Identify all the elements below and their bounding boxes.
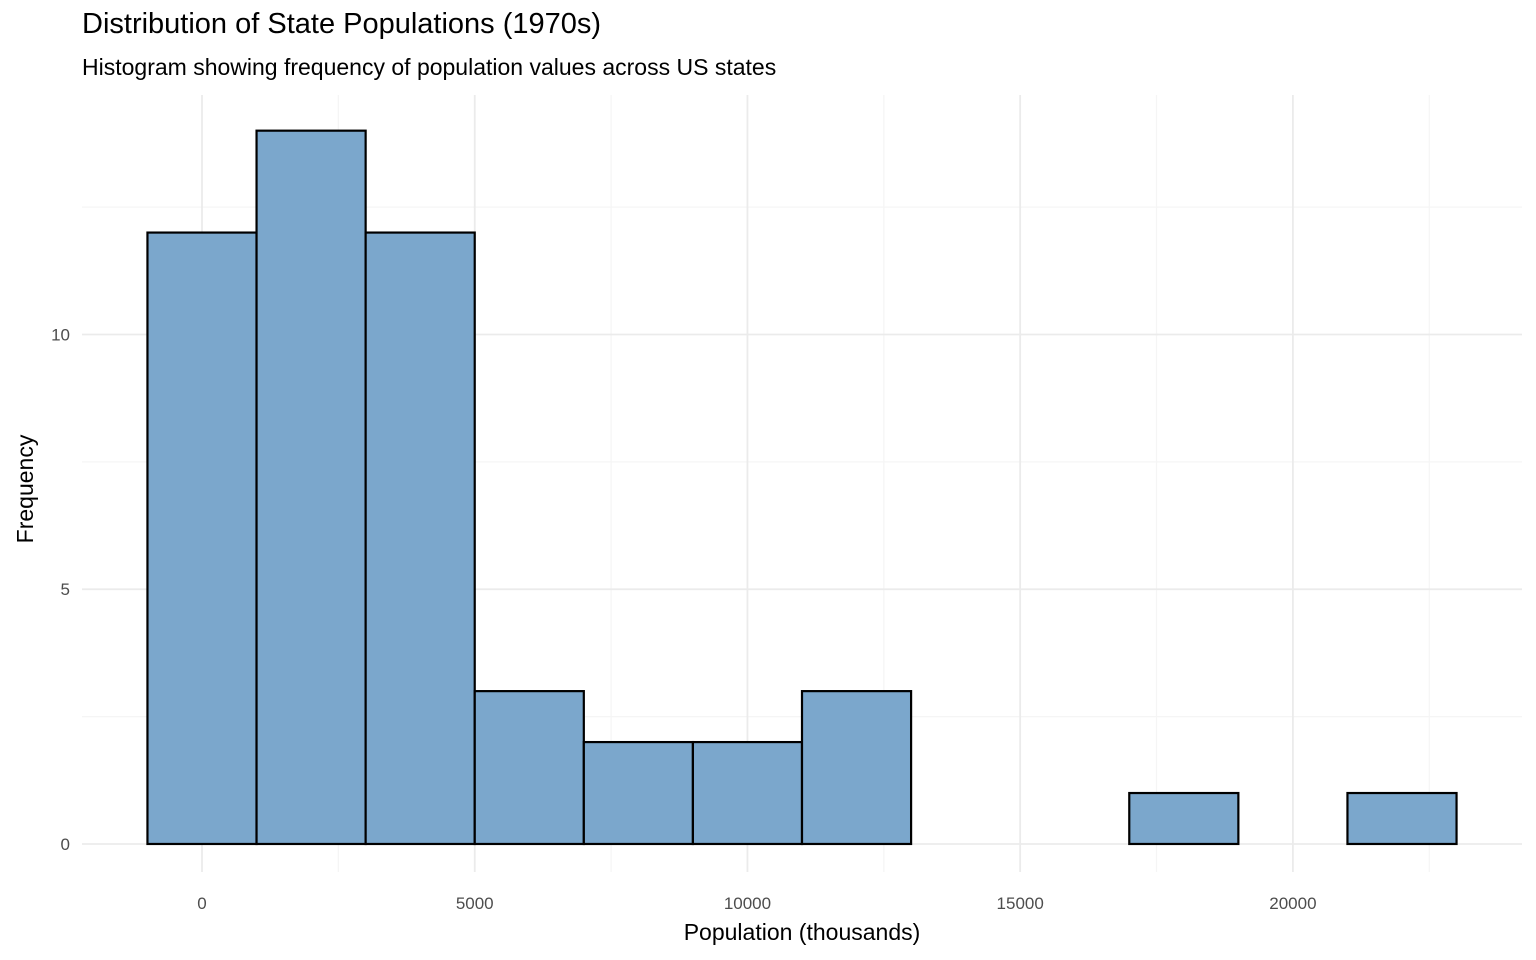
histogram-bar (800, 690, 913, 846)
x-tick-label: 5000 (456, 894, 494, 913)
x-tick-label: 20000 (1269, 894, 1316, 913)
histogram-bar (364, 231, 476, 846)
y-tick-label: 5 (61, 580, 70, 599)
chart-subtitle: Histogram showing frequency of populatio… (82, 54, 777, 80)
x-tick-label: 15000 (997, 894, 1044, 913)
histogram-bar (1346, 791, 1458, 846)
chart-title: Distribution of State Populations (1970s… (82, 8, 602, 40)
histogram-bar (255, 129, 367, 846)
x-axis-title: Population (thousands) (684, 919, 921, 945)
histogram-bar (1128, 791, 1240, 846)
y-axis-title: Frequency (12, 434, 38, 543)
histogram-bar (691, 740, 804, 846)
x-tick-label: 10000 (724, 894, 771, 913)
x-tick-label: 0 (197, 894, 206, 913)
y-tick-label: 10 (51, 325, 70, 344)
x-axis-ticks: 0 5000 10000 15000 20000 (197, 894, 1316, 913)
histogram-bars (146, 129, 1458, 846)
histogram-bar (582, 740, 695, 846)
histogram-bar (146, 231, 258, 846)
y-axis-ticks: 0 5 10 (51, 325, 70, 854)
histogram-bar (473, 690, 585, 846)
y-tick-label: 0 (61, 835, 70, 854)
